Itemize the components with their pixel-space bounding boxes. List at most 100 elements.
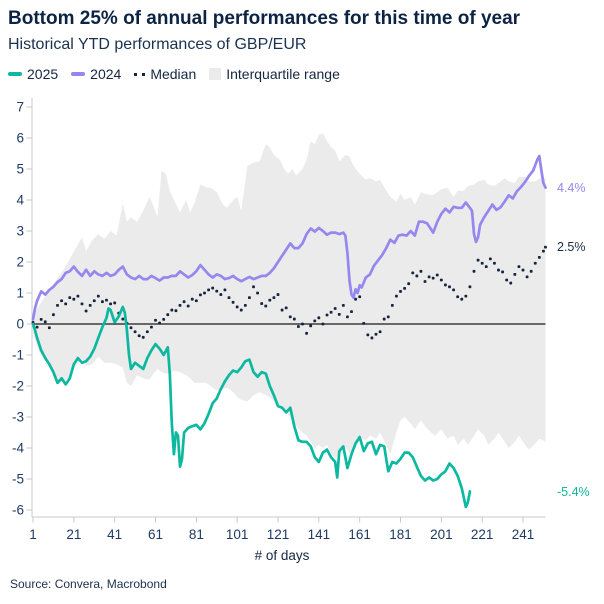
median-dot [243, 304, 247, 307]
y-tick-label: -5 [12, 472, 24, 487]
median-dot [366, 333, 370, 337]
median-dot [309, 324, 313, 328]
median-dot [235, 305, 239, 309]
median-dot [280, 308, 284, 312]
median-dot [517, 265, 521, 269]
median-dot [207, 288, 210, 292]
median-dot [297, 325, 300, 328]
median-dot [390, 304, 394, 307]
median-dot [374, 332, 378, 336]
median-dot [150, 325, 153, 329]
median-dot [137, 334, 141, 338]
median-dot [333, 307, 337, 310]
median-dot [203, 291, 206, 295]
median-dot [223, 288, 227, 292]
x-tick-label: 21 [66, 527, 81, 542]
line-swatch-2025-icon [8, 72, 22, 76]
median-dot [362, 321, 366, 325]
median-dot [358, 295, 362, 299]
median-dot [190, 297, 194, 301]
median-dot [317, 316, 321, 320]
median-dot [64, 302, 68, 306]
median-dot [382, 317, 386, 321]
median-dot [178, 304, 182, 307]
median-dot [325, 313, 329, 317]
median-dot [337, 312, 341, 316]
median-dot [80, 302, 84, 306]
source-note: Source: Convera, Macrobond [10, 577, 167, 591]
median-dot [72, 297, 76, 301]
series-2025-line [31, 305, 472, 509]
y-tick-label: 3 [16, 224, 24, 239]
legend-item-iqr: Interquartile range [209, 66, 340, 82]
legend-label-2024: 2024 [90, 66, 122, 82]
x-tick-label: 241 [512, 527, 535, 542]
median-dot [472, 269, 476, 273]
area-swatch-iqr-icon [209, 68, 222, 80]
end-value-label: -5.4% [557, 485, 590, 499]
legend-label-2025: 2025 [27, 66, 59, 82]
y-tick-label: -3 [12, 410, 24, 425]
y-tick-label: 2 [16, 255, 24, 270]
median-dot [105, 298, 108, 302]
median-dot [497, 268, 500, 272]
y-tick-label: -2 [12, 379, 24, 394]
median-dot [505, 278, 509, 282]
median-dot [346, 315, 349, 319]
y-tick-label: 4 [16, 193, 24, 208]
series-2024-line [31, 154, 547, 321]
median-dot [288, 315, 292, 319]
median-dot [386, 315, 390, 319]
legend-label-iqr: Interquartile range [226, 66, 340, 82]
median-dot [68, 296, 72, 300]
median-dot [227, 296, 231, 300]
x-tick-label: 121 [267, 527, 290, 542]
median-dot [133, 330, 137, 334]
interquartile-band [33, 133, 546, 459]
median-dot [56, 304, 59, 307]
median-dot [419, 269, 423, 273]
legend: 2025 2024 Median Interquartile range [8, 66, 340, 82]
median-dot [154, 318, 157, 322]
median-dot [101, 300, 104, 304]
median-dot [423, 280, 427, 283]
median-dot [43, 320, 47, 324]
x-axis-title: # of days [255, 548, 310, 563]
median-dot [186, 304, 190, 308]
median-dot [544, 245, 547, 249]
median-dot [329, 310, 333, 314]
median-dot [109, 302, 112, 306]
median-dot [341, 304, 345, 307]
median-dot [521, 268, 525, 272]
y-tick-label: -4 [12, 441, 24, 456]
chart-title: Bottom 25% of annual performances for th… [8, 8, 521, 29]
x-tick-label: 101 [226, 527, 249, 542]
median-dot [305, 331, 308, 335]
x-tick-label: 81 [189, 527, 204, 542]
median-dot [370, 336, 374, 340]
median-dot [199, 293, 202, 297]
median-dot [92, 299, 96, 303]
x-tick-label: 141 [308, 527, 331, 542]
median-dot [378, 330, 382, 334]
y-tick-label: -1 [12, 348, 24, 363]
median-dot [435, 273, 439, 277]
median-dot [476, 258, 480, 262]
median-dot [488, 257, 492, 261]
x-tick-label: 161 [348, 527, 371, 542]
median-dot [231, 300, 235, 304]
median-dot [542, 249, 545, 253]
x-tick-label: 41 [107, 527, 122, 542]
median-dot [113, 301, 117, 305]
median-dot [162, 317, 166, 321]
x-tick-label: 201 [430, 527, 453, 542]
median-dot [166, 313, 170, 317]
median-dot [415, 274, 419, 278]
y-tick-label: 7 [16, 100, 24, 115]
median-dot [468, 285, 472, 289]
median-dot [292, 317, 296, 321]
median-dot [431, 276, 435, 280]
y-tick-label: 1 [16, 286, 24, 301]
median-dot [284, 306, 288, 310]
